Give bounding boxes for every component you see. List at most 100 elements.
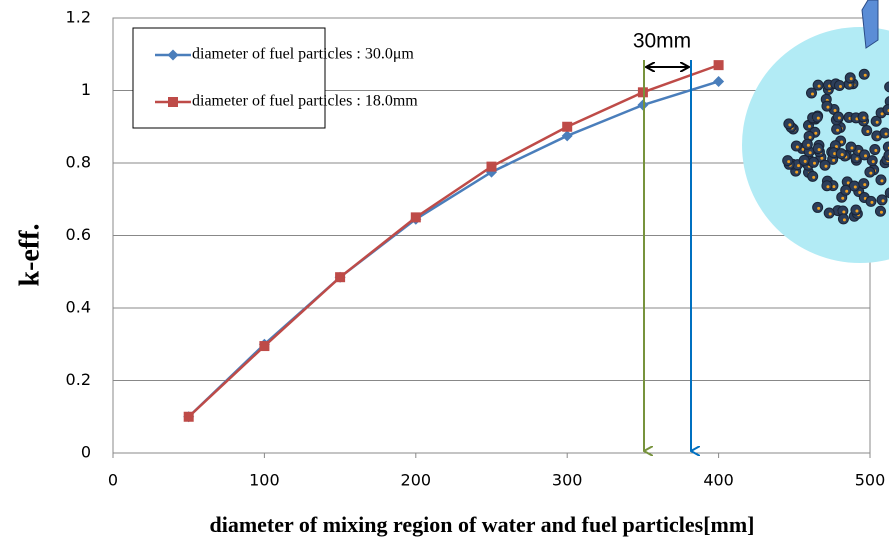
- particle-core: [866, 130, 870, 134]
- particle-core: [833, 108, 837, 112]
- particle-core: [837, 116, 841, 120]
- particle-core: [788, 123, 792, 127]
- y-tick-label: 1: [81, 80, 91, 99]
- x-tick-label: 500: [855, 471, 886, 490]
- particle-core: [855, 209, 859, 213]
- particle-core: [871, 160, 875, 164]
- particle-core: [817, 206, 821, 210]
- particle-core: [832, 158, 836, 162]
- particle-core: [828, 212, 832, 216]
- particle: [883, 149, 889, 161]
- y-tick-label: 0.8: [66, 153, 91, 172]
- particle-core: [880, 179, 884, 183]
- particle-core: [827, 84, 831, 88]
- pointer-arrow: [861, 0, 879, 49]
- particle-core: [855, 157, 859, 161]
- y-tick-label: 0.6: [66, 225, 91, 244]
- particle-core: [795, 145, 799, 149]
- particle-core: [842, 210, 846, 214]
- particle-core: [840, 140, 844, 144]
- particle-core: [840, 153, 844, 157]
- marker: [183, 411, 194, 422]
- particle-core: [812, 161, 816, 165]
- marker: [637, 87, 648, 98]
- particle-core: [863, 183, 867, 187]
- particle-illustration: [742, 0, 889, 263]
- marker: [561, 130, 573, 142]
- marker: [410, 212, 421, 223]
- particle-core: [845, 189, 849, 193]
- annotation: 30mm: [633, 30, 691, 53]
- y-tick-label: 0.2: [66, 370, 91, 389]
- particle-core: [812, 175, 816, 179]
- x-tick-label: 0: [108, 471, 118, 490]
- marker: [637, 99, 649, 111]
- particle-core: [858, 191, 862, 195]
- marker: [167, 49, 179, 61]
- x-tick-label: 100: [249, 471, 280, 490]
- particle-core: [842, 218, 846, 222]
- legend: [132, 27, 326, 129]
- particle-core: [849, 77, 853, 81]
- particle-core: [876, 135, 880, 139]
- particle: [882, 104, 889, 116]
- particle-core: [850, 146, 854, 150]
- particle: [884, 187, 889, 199]
- particle-core: [816, 116, 820, 120]
- particle-core: [834, 145, 838, 149]
- particle-core: [869, 171, 873, 175]
- particle-core: [853, 185, 857, 189]
- particle-core: [817, 84, 821, 88]
- particle: [879, 127, 889, 139]
- particle-core: [810, 92, 814, 96]
- particle-core: [826, 185, 830, 189]
- particle-core: [863, 73, 867, 77]
- series-group: [183, 60, 725, 423]
- particle-core: [874, 149, 878, 153]
- marker: [562, 121, 573, 132]
- series-line: [187, 80, 719, 418]
- y-tick-label: 1.2: [66, 8, 91, 27]
- series-line: [187, 63, 720, 418]
- particle-core: [875, 120, 879, 124]
- x-tick-label: 400: [703, 471, 734, 490]
- particle-core: [879, 210, 883, 214]
- marker: [713, 75, 725, 87]
- particle: [884, 81, 889, 93]
- marker: [259, 341, 270, 352]
- particle-core: [820, 156, 824, 160]
- y-tick-label: 0.4: [66, 298, 91, 317]
- particle-core: [803, 159, 807, 163]
- particle-core: [838, 85, 842, 89]
- legend-entries: diameter of fuel particles : 30.0μm diame…: [155, 46, 418, 110]
- marker: [335, 272, 346, 283]
- legend-label: diameter of fuel particles : 18.0mm: [192, 93, 418, 110]
- particle-core: [881, 199, 885, 203]
- particle-core: [864, 154, 868, 158]
- marker: [713, 60, 724, 71]
- particle-core: [817, 148, 821, 152]
- particle: [884, 96, 889, 107]
- particle-core: [862, 116, 866, 120]
- x-tick-label: 300: [552, 471, 583, 490]
- particle-core: [814, 131, 818, 135]
- particle-core: [848, 83, 852, 87]
- x-axis-label: diameter of mixing region of water and f…: [209, 512, 754, 537]
- particle-core: [824, 164, 828, 168]
- marker: [168, 97, 178, 107]
- particle-core: [884, 132, 888, 136]
- particle-core: [797, 164, 801, 168]
- y-tick-label: 0: [81, 443, 91, 462]
- particle-core: [880, 112, 884, 116]
- particle-core: [808, 151, 812, 155]
- particle-core: [826, 105, 830, 109]
- particle-core: [870, 200, 874, 204]
- particle-core: [806, 143, 810, 147]
- particle-core: [795, 170, 799, 174]
- particle-core: [832, 185, 836, 189]
- marker: [486, 161, 497, 172]
- particle-core: [787, 160, 791, 164]
- particle-core: [808, 135, 812, 139]
- particle-core: [846, 181, 850, 185]
